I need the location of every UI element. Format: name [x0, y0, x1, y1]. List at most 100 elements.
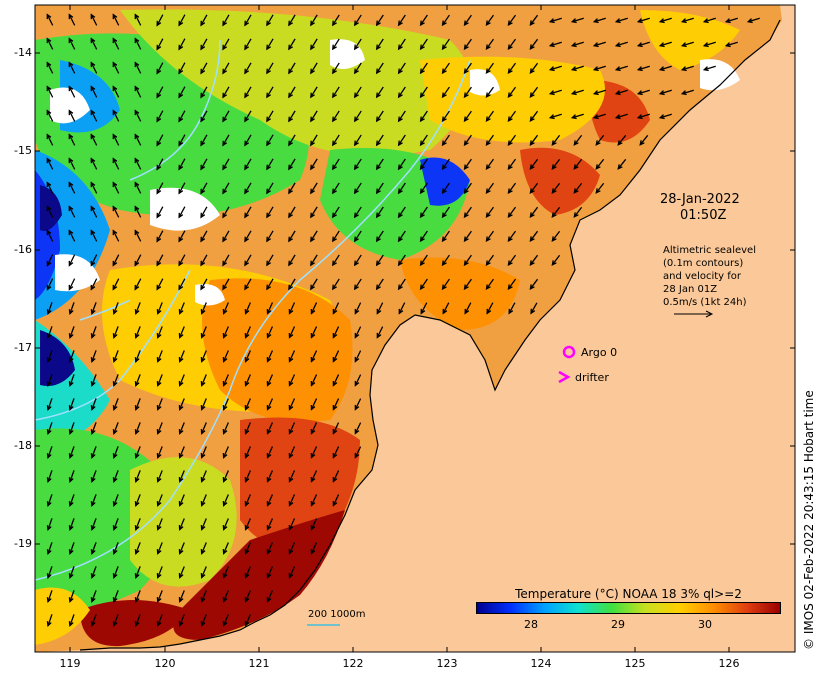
velocity-arrow	[266, 230, 274, 242]
velocity-arrow	[245, 566, 251, 578]
velocity-arrowhead	[134, 61, 140, 68]
velocity-arrow	[156, 278, 164, 290]
velocity-arrow	[310, 14, 318, 26]
velocity-arrowhead	[680, 66, 687, 72]
velocity-arrowhead	[222, 140, 228, 147]
velocity-arrowhead	[200, 236, 206, 243]
velocity-arrow	[354, 134, 362, 146]
velocity-arrow	[113, 590, 119, 602]
velocity-arrow	[244, 230, 252, 242]
velocity-arrow	[266, 302, 274, 314]
velocity-arrow	[529, 62, 539, 74]
velocity-arrow	[68, 134, 76, 146]
velocity-arrowhead	[551, 260, 557, 266]
velocity-arrow	[156, 62, 164, 74]
velocity-arrow	[420, 38, 428, 50]
velocity-arrowhead	[244, 116, 250, 123]
velocity-arrow	[682, 65, 694, 71]
velocity-arrow	[332, 182, 340, 194]
velocity-arrowhead	[288, 308, 294, 315]
velocity-arrowhead	[419, 92, 425, 99]
velocity-arrowhead	[332, 428, 338, 435]
velocity-arrow	[485, 278, 495, 290]
velocity-arrow	[594, 65, 606, 71]
velocity-arrowhead	[68, 549, 74, 556]
velocity-arrowhead	[222, 309, 228, 315]
velocity-arrow	[245, 494, 251, 506]
velocity-arrowhead	[134, 525, 140, 531]
velocity-arrowhead	[375, 212, 381, 219]
velocity-arrow	[310, 278, 318, 290]
velocity-arrow	[550, 89, 562, 95]
velocity-arrowhead	[112, 597, 118, 603]
velocity-arrowhead	[332, 140, 337, 147]
velocity-arrowhead	[548, 42, 555, 48]
velocity-arrow	[157, 494, 163, 506]
velocity-arrow	[398, 206, 406, 218]
velocity-arrowhead	[507, 284, 513, 291]
velocity-arrowhead	[617, 164, 623, 170]
velocity-arrowhead	[134, 109, 140, 116]
velocity-arrow	[704, 65, 716, 71]
velocity-arrow	[201, 422, 207, 434]
velocity-arrow	[288, 254, 296, 266]
velocity-arrow	[464, 14, 472, 26]
velocity-arrow	[354, 158, 362, 170]
velocity-arrow	[178, 14, 186, 26]
velocity-arrowhead	[266, 44, 272, 51]
velocity-arrow	[332, 398, 340, 410]
velocity-arrowhead	[419, 260, 425, 267]
velocity-arrowhead	[746, 18, 753, 24]
velocity-arrow	[46, 62, 54, 74]
velocity-arrow	[288, 14, 296, 26]
velocity-arrowhead	[441, 188, 447, 195]
velocity-arrow	[266, 14, 274, 26]
velocity-arrow	[113, 302, 119, 314]
velocity-arrowhead	[266, 188, 272, 195]
velocity-arrow	[200, 158, 208, 170]
velocity-arrow	[354, 14, 362, 26]
velocity-arrow	[529, 86, 539, 98]
velocity-arrow	[46, 134, 54, 146]
velocity-arrow	[179, 590, 185, 602]
velocity-arrowhead	[200, 429, 206, 435]
velocity-arrow	[200, 38, 208, 50]
velocity-arrowhead	[112, 309, 118, 315]
velocity-arrow	[91, 518, 97, 530]
velocity-arrow	[222, 86, 230, 98]
velocity-arrowhead	[90, 429, 96, 435]
velocity-arrowhead	[288, 260, 294, 267]
velocity-arrow	[135, 470, 141, 482]
velocity-arrow	[90, 254, 98, 266]
velocity-arrowhead	[592, 66, 599, 72]
velocity-arrow	[91, 350, 97, 362]
velocity-arrowhead	[244, 548, 250, 555]
velocity-arrow	[573, 206, 583, 218]
velocity-arrowhead	[222, 573, 228, 579]
velocity-arrowhead	[397, 68, 403, 75]
velocity-arrowhead	[178, 188, 184, 195]
lon-tick: 121	[248, 657, 270, 670]
velocity-arrow	[266, 278, 274, 290]
velocity-arrowhead	[222, 597, 228, 603]
velocity-arrow	[68, 14, 76, 26]
velocity-arrow	[112, 182, 120, 194]
velocity-arrow	[376, 230, 384, 242]
velocity-arrowhead	[90, 357, 96, 363]
velocity-arrow	[200, 182, 208, 194]
velocity-arrowhead	[68, 229, 74, 236]
velocity-arrow	[135, 446, 141, 458]
velocity-arrow	[442, 62, 450, 74]
velocity-arrow	[332, 446, 340, 458]
velocity-arrowhead	[397, 284, 403, 291]
velocity-arrow	[47, 446, 53, 458]
velocity-arrow	[90, 182, 98, 194]
velocity-arrowhead	[353, 92, 359, 99]
velocity-arrow	[398, 14, 406, 26]
velocity-arrowhead	[156, 501, 162, 507]
altimetry-line: 28 Jan 01Z	[663, 284, 718, 295]
velocity-arrow	[464, 38, 472, 50]
velocity-arrow	[178, 254, 186, 266]
velocity-arrow	[616, 41, 628, 47]
